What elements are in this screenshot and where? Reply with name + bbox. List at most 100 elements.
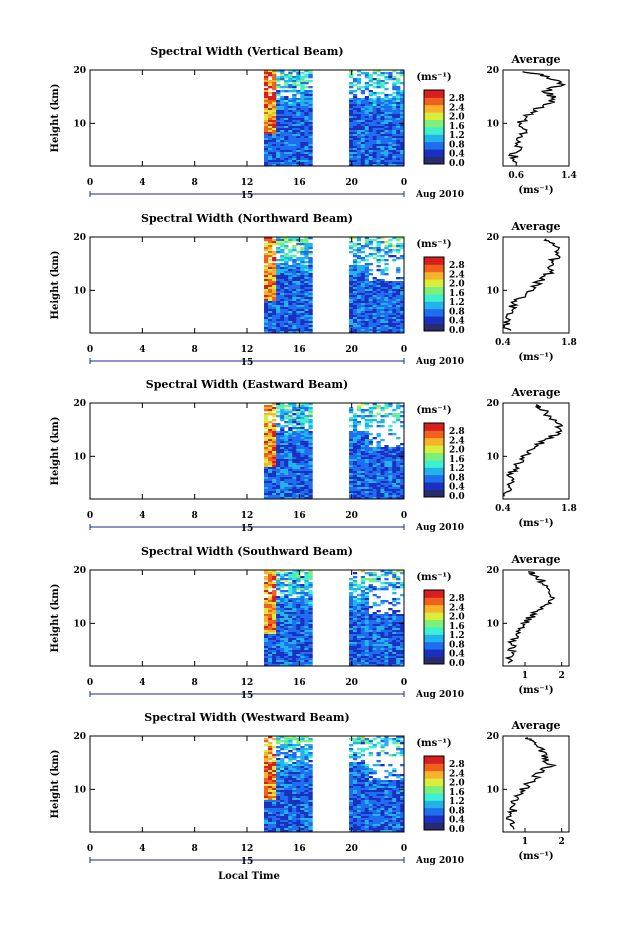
heatmap-cell <box>276 618 280 620</box>
heatmap-cell <box>280 128 284 130</box>
heatmap-cell <box>304 279 308 281</box>
heatmap-cell <box>361 271 365 273</box>
heatmap-cell <box>369 620 373 622</box>
heatmap-cell <box>357 110 361 112</box>
heatmap-cell <box>304 495 308 497</box>
heatmap-cell <box>304 271 308 273</box>
heatmap-cell <box>276 742 280 744</box>
heatmap-cell <box>264 443 268 445</box>
heatmap-cell <box>388 156 392 158</box>
heatmap-cell <box>392 588 396 590</box>
heatmap-cell <box>280 467 284 469</box>
heatmap-cell <box>365 102 369 104</box>
heatmap-cell <box>284 459 288 461</box>
heatmap-cell <box>377 321 381 323</box>
panel-title: Spectral Width (Northward Beam) <box>141 212 353 225</box>
heatmap-cell <box>300 94 304 96</box>
heatmap-cell <box>300 491 304 493</box>
heatmap-cell <box>272 136 276 138</box>
heatmap-cell <box>300 82 304 84</box>
heatmap-cell <box>300 319 304 321</box>
heatmap-cell <box>353 315 357 317</box>
heatmap-cell <box>304 287 308 289</box>
heatmap-cell <box>377 638 381 640</box>
heatmap-cell <box>272 604 276 606</box>
heatmap-cell <box>349 156 353 158</box>
heatmap-cell <box>361 72 365 74</box>
heatmap-cell <box>280 291 284 293</box>
colorbar-swatch <box>424 642 444 650</box>
heatmap-cell <box>353 447 357 449</box>
heatmap-cell <box>384 620 388 622</box>
heatmap-cell <box>280 495 284 497</box>
heatmap-cell <box>361 301 365 303</box>
heatmap-cell <box>272 140 276 142</box>
heatmap-cell <box>369 473 373 475</box>
heatmap-cell <box>369 622 373 624</box>
heatmap-cell <box>353 249 357 251</box>
heatmap-cell <box>284 752 288 754</box>
heatmap-cell <box>268 439 272 441</box>
heatmap-cell <box>388 154 392 156</box>
heatmap-cell <box>396 467 400 469</box>
heatmap-cell <box>373 654 377 656</box>
heatmap-cell <box>365 309 369 311</box>
heatmap-cell <box>377 624 381 626</box>
heatmap-cell <box>268 640 272 642</box>
heatmap-cell <box>288 582 292 584</box>
heatmap-cell <box>300 251 304 253</box>
heatmap-cell <box>280 429 284 431</box>
heatmap-cell <box>264 780 268 782</box>
heatmap-cell <box>380 152 384 154</box>
heatmap-cell <box>264 323 268 325</box>
heatmap-cell <box>268 126 272 128</box>
heatmap-cell <box>392 245 396 247</box>
heatmap-cell <box>361 642 365 644</box>
heatmap-cell <box>300 239 304 241</box>
heatmap-cell <box>280 112 284 114</box>
heatmap-cell <box>373 620 377 622</box>
heatmap-cell <box>353 616 357 618</box>
heatmap-cell <box>388 469 392 471</box>
heatmap-cell <box>300 449 304 451</box>
heatmap-cell <box>377 261 381 263</box>
heatmap-cell <box>292 273 296 275</box>
heatmap-cell <box>292 748 296 750</box>
heatmap-cell <box>392 475 396 477</box>
x-tick-label: 16 <box>293 678 306 688</box>
heatmap-cell <box>300 249 304 251</box>
heatmap-cell <box>373 325 377 327</box>
heatmap-cell <box>373 122 377 124</box>
heatmap-cell <box>357 319 361 321</box>
heatmap-cell <box>272 443 276 445</box>
heatmap-cell <box>349 608 353 610</box>
heatmap-cell <box>268 606 272 608</box>
heatmap-cell <box>373 491 377 493</box>
heatmap-cell <box>373 457 377 459</box>
heatmap-cell <box>373 321 377 323</box>
heatmap-cell <box>300 263 304 265</box>
heatmap-cell <box>300 814 304 816</box>
heatmap-cell <box>288 782 292 784</box>
heatmap-cell <box>361 86 365 88</box>
heatmap-cell <box>357 586 361 588</box>
heatmap-cell <box>392 413 396 415</box>
heatmap-cell <box>268 776 272 778</box>
heatmap-cell <box>264 576 268 578</box>
heatmap-cell <box>280 150 284 152</box>
heatmap-cell <box>284 148 288 150</box>
heatmap-cell <box>284 301 288 303</box>
heatmap-cell <box>304 662 308 664</box>
heatmap-cell <box>296 415 300 417</box>
heatmap-cell <box>369 98 373 100</box>
heatmap-cell <box>369 299 373 301</box>
heatmap-cell <box>349 106 353 108</box>
heatmap-cell <box>304 788 308 790</box>
heatmap-cell <box>369 475 373 477</box>
heatmap-cell <box>308 804 312 806</box>
heatmap-cell <box>365 269 369 271</box>
heatmap-cell <box>388 150 392 152</box>
heatmap-cell <box>296 251 300 253</box>
heatmap-cell <box>392 116 396 118</box>
